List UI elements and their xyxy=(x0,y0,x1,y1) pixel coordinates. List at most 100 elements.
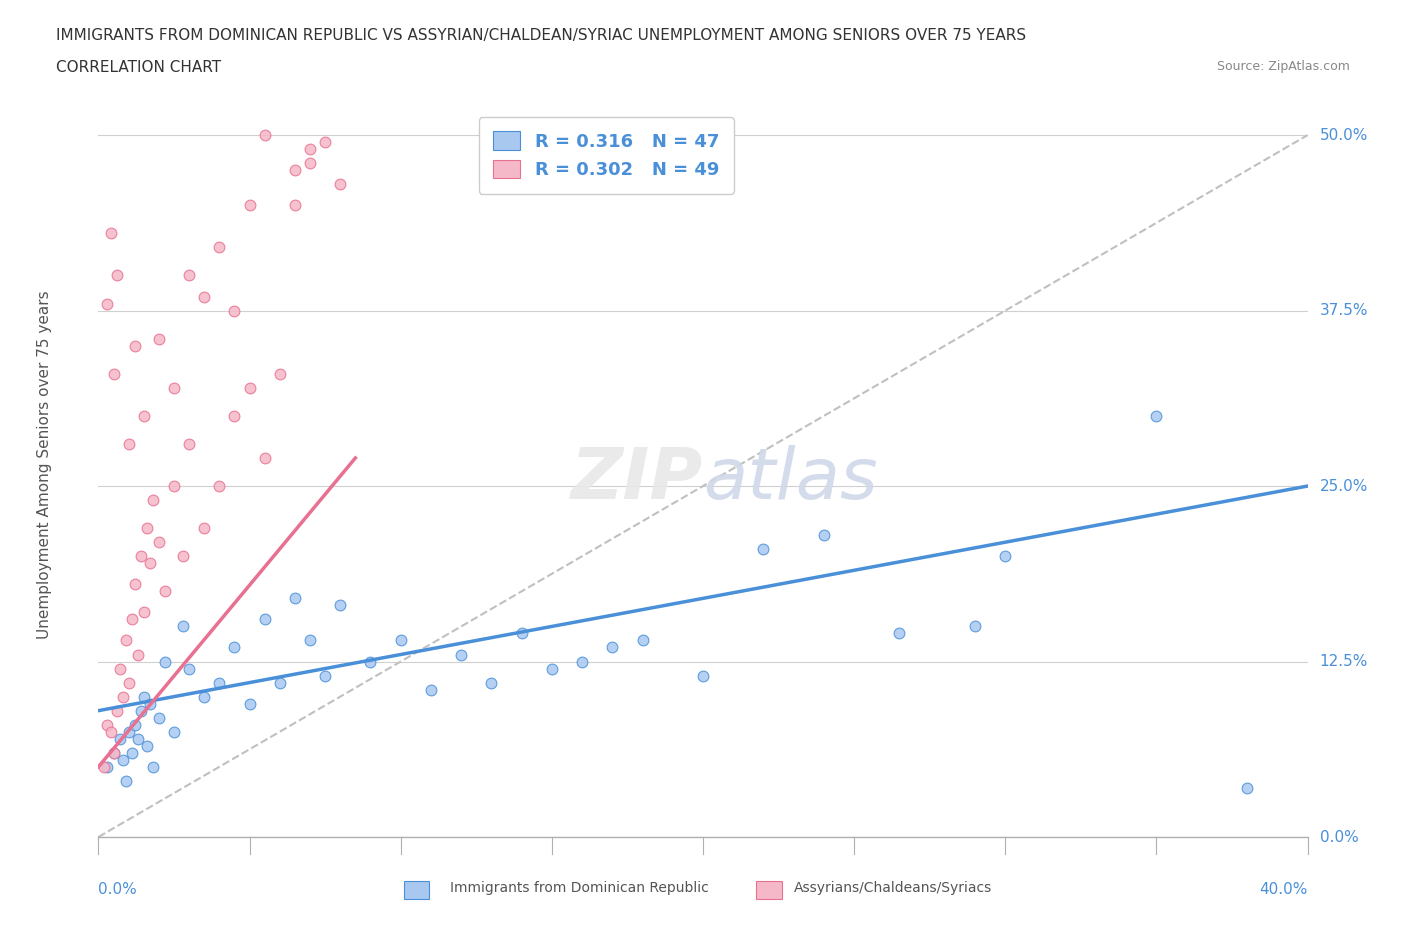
Point xyxy=(163,479,186,494)
Text: 0.0%: 0.0% xyxy=(98,882,138,897)
Point xyxy=(540,661,562,676)
Point xyxy=(208,675,231,690)
Text: 50.0%: 50.0% xyxy=(1320,127,1368,142)
Point xyxy=(284,591,307,605)
Point xyxy=(253,450,276,465)
Point xyxy=(284,198,307,213)
Point xyxy=(124,577,146,591)
Point xyxy=(121,745,143,760)
Point xyxy=(163,380,186,395)
Point xyxy=(105,268,128,283)
Point xyxy=(135,521,157,536)
Point xyxy=(224,408,246,423)
Point xyxy=(114,633,136,648)
Point xyxy=(813,527,835,542)
Point xyxy=(142,760,165,775)
Point xyxy=(139,556,162,571)
Point xyxy=(148,711,170,725)
Point xyxy=(284,163,307,178)
Point xyxy=(153,584,176,599)
Point xyxy=(163,724,186,739)
Text: Source: ZipAtlas.com: Source: ZipAtlas.com xyxy=(1216,60,1350,73)
Point xyxy=(193,289,215,304)
Point xyxy=(108,731,131,746)
Point xyxy=(132,604,155,619)
Text: CORRELATION CHART: CORRELATION CHART xyxy=(56,60,221,75)
Point xyxy=(602,640,624,655)
Point xyxy=(299,141,322,156)
Point xyxy=(132,408,155,423)
Text: Unemployment Among Seniors over 75 years: Unemployment Among Seniors over 75 years xyxy=(37,291,52,639)
Point xyxy=(571,654,593,669)
Point xyxy=(239,380,262,395)
Point xyxy=(111,689,134,704)
Point xyxy=(253,612,276,627)
Point xyxy=(510,626,533,641)
Point xyxy=(127,731,149,746)
Point xyxy=(1236,780,1258,795)
Legend: R = 0.316   N = 47, R = 0.302   N = 49: R = 0.316 N = 47, R = 0.302 N = 49 xyxy=(479,117,734,193)
Point xyxy=(224,303,246,318)
Point xyxy=(172,549,194,564)
Text: 0.0%: 0.0% xyxy=(1320,830,1358,844)
Point xyxy=(253,127,276,142)
Point xyxy=(314,668,336,683)
Point xyxy=(132,689,155,704)
Point xyxy=(329,598,352,613)
Point xyxy=(1146,408,1168,423)
Point xyxy=(103,366,125,381)
Text: 25.0%: 25.0% xyxy=(1320,479,1368,494)
Point xyxy=(994,549,1017,564)
Point xyxy=(124,717,146,732)
Point xyxy=(224,640,246,655)
Point xyxy=(118,436,141,451)
Point xyxy=(269,675,291,690)
Text: 40.0%: 40.0% xyxy=(1260,882,1308,897)
Text: atlas: atlas xyxy=(703,445,877,514)
Point xyxy=(389,633,412,648)
Text: 37.5%: 37.5% xyxy=(1320,303,1368,318)
Point xyxy=(93,760,115,775)
Point xyxy=(148,331,170,346)
Text: 12.5%: 12.5% xyxy=(1320,654,1368,669)
Point xyxy=(420,683,443,698)
Point xyxy=(108,661,131,676)
Point xyxy=(96,296,118,311)
Point xyxy=(360,654,382,669)
Point xyxy=(752,542,775,557)
Point xyxy=(118,675,141,690)
Point xyxy=(965,619,987,634)
Point xyxy=(179,268,201,283)
Point xyxy=(299,155,322,170)
Point xyxy=(208,240,231,255)
Point xyxy=(129,549,152,564)
Point xyxy=(208,479,231,494)
Point xyxy=(193,689,215,704)
Point xyxy=(239,697,262,711)
Point xyxy=(135,738,157,753)
Point xyxy=(481,675,503,690)
Point xyxy=(114,774,136,789)
Point xyxy=(269,366,291,381)
Point xyxy=(329,177,352,192)
Point xyxy=(179,436,201,451)
Point xyxy=(179,661,201,676)
Point xyxy=(96,717,118,732)
Point xyxy=(103,745,125,760)
Point xyxy=(239,198,262,213)
Text: Immigrants from Dominican Republic: Immigrants from Dominican Republic xyxy=(450,881,709,896)
Point xyxy=(124,339,146,353)
Point xyxy=(118,724,141,739)
Point xyxy=(148,535,170,550)
Point xyxy=(100,226,122,241)
Point xyxy=(103,745,125,760)
Text: IMMIGRANTS FROM DOMINICAN REPUBLIC VS ASSYRIAN/CHALDEAN/SYRIAC UNEMPLOYMENT AMON: IMMIGRANTS FROM DOMINICAN REPUBLIC VS AS… xyxy=(56,28,1026,43)
Point xyxy=(142,493,165,508)
Point xyxy=(111,752,134,767)
Point xyxy=(96,760,118,775)
Point xyxy=(299,633,322,648)
Point xyxy=(139,697,162,711)
Text: ZIP: ZIP xyxy=(571,445,703,514)
Point xyxy=(631,633,654,648)
Point xyxy=(193,521,215,536)
